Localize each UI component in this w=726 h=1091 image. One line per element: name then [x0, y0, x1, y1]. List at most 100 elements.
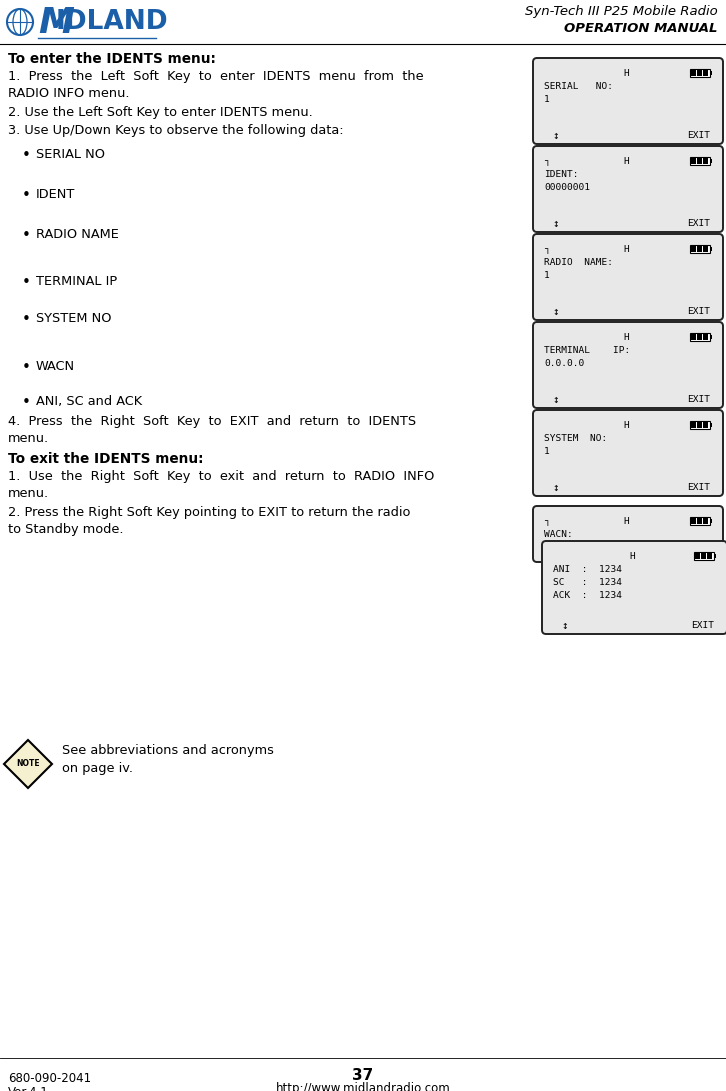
FancyBboxPatch shape — [714, 554, 716, 558]
FancyBboxPatch shape — [690, 245, 710, 253]
FancyBboxPatch shape — [533, 322, 723, 408]
Text: IDENT:: IDENT: — [544, 170, 579, 179]
FancyBboxPatch shape — [691, 422, 696, 428]
Polygon shape — [4, 740, 52, 788]
Text: EXIT: EXIT — [687, 307, 710, 316]
FancyBboxPatch shape — [533, 233, 723, 320]
FancyBboxPatch shape — [703, 245, 708, 252]
Text: EXIT: EXIT — [687, 219, 710, 228]
Text: 37: 37 — [352, 1068, 374, 1083]
FancyBboxPatch shape — [710, 159, 712, 163]
Text: 00000001: 00000001 — [544, 183, 590, 192]
FancyBboxPatch shape — [697, 422, 702, 428]
Text: ↕: ↕ — [552, 131, 559, 141]
FancyBboxPatch shape — [703, 70, 708, 76]
FancyBboxPatch shape — [710, 423, 712, 427]
FancyBboxPatch shape — [690, 421, 710, 429]
Text: RADIO  NAME:: RADIO NAME: — [544, 257, 613, 267]
FancyBboxPatch shape — [690, 69, 710, 77]
FancyBboxPatch shape — [533, 146, 723, 232]
Text: SC   :  1234: SC : 1234 — [553, 578, 622, 587]
FancyBboxPatch shape — [710, 519, 712, 523]
Text: WACN:: WACN: — [544, 530, 573, 539]
Text: H: H — [623, 69, 629, 77]
Text: H: H — [629, 552, 635, 561]
Text: •: • — [22, 148, 31, 163]
Text: SERIAL NO: SERIAL NO — [36, 148, 105, 161]
Text: 1: 1 — [544, 447, 550, 456]
FancyBboxPatch shape — [695, 553, 700, 559]
FancyBboxPatch shape — [710, 71, 712, 75]
FancyBboxPatch shape — [703, 518, 708, 524]
Text: •: • — [22, 275, 31, 290]
FancyBboxPatch shape — [691, 158, 696, 164]
Text: 0.0.0.0: 0.0.0.0 — [544, 359, 584, 368]
Text: SYSTEM  NO:: SYSTEM NO: — [544, 434, 607, 443]
Text: H: H — [623, 421, 629, 430]
FancyBboxPatch shape — [697, 70, 702, 76]
FancyBboxPatch shape — [533, 506, 723, 562]
FancyBboxPatch shape — [697, 334, 702, 340]
Text: •: • — [22, 395, 31, 410]
Text: 680-090-2041: 680-090-2041 — [8, 1072, 91, 1086]
Text: See abbreviations and acronyms
on page iv.: See abbreviations and acronyms on page i… — [62, 744, 274, 775]
Text: TERMINAL IP: TERMINAL IP — [36, 275, 118, 288]
Text: ↕: ↕ — [552, 219, 559, 229]
Text: ANI  :  1234: ANI : 1234 — [553, 565, 622, 574]
Text: M: M — [38, 5, 74, 40]
Text: ┐: ┐ — [544, 157, 550, 166]
Text: 1.  Use  the  Right  Soft  Key  to  exit  and  return  to  RADIO  INFO
menu.: 1. Use the Right Soft Key to exit and re… — [8, 470, 434, 500]
FancyBboxPatch shape — [691, 334, 696, 340]
Text: H: H — [623, 333, 629, 341]
Text: ↕: ↕ — [552, 307, 559, 317]
FancyBboxPatch shape — [710, 247, 712, 251]
FancyBboxPatch shape — [710, 335, 712, 339]
Text: 1.  Press  the  Left  Soft  Key  to  enter  IDENTS  menu  from  the
RADIO INFO m: 1. Press the Left Soft Key to enter IDEN… — [8, 70, 424, 100]
FancyBboxPatch shape — [697, 245, 702, 252]
FancyBboxPatch shape — [533, 410, 723, 496]
FancyBboxPatch shape — [703, 158, 708, 164]
Text: EXIT: EXIT — [691, 621, 714, 630]
Text: WACN: WACN — [36, 360, 75, 373]
FancyBboxPatch shape — [690, 157, 710, 165]
FancyBboxPatch shape — [690, 517, 710, 525]
Text: 2. Press the Right Soft Key pointing to EXIT to return the radio
to Standby mode: 2. Press the Right Soft Key pointing to … — [8, 506, 410, 536]
FancyBboxPatch shape — [707, 553, 712, 559]
Text: Ver.4.1: Ver.4.1 — [8, 1086, 49, 1091]
Text: To enter the IDENTS menu:: To enter the IDENTS menu: — [8, 52, 216, 65]
FancyBboxPatch shape — [694, 552, 714, 560]
FancyBboxPatch shape — [542, 541, 726, 634]
Text: NOTE: NOTE — [16, 759, 40, 768]
Text: •: • — [22, 360, 31, 375]
FancyBboxPatch shape — [703, 422, 708, 428]
Text: Syn-Tech III P25 Mobile Radio: Syn-Tech III P25 Mobile Radio — [525, 5, 718, 17]
Text: EXIT: EXIT — [687, 131, 710, 140]
Text: http://www.midlandradio.com: http://www.midlandradio.com — [276, 1082, 450, 1091]
Text: To exit the IDENTS menu:: To exit the IDENTS menu: — [8, 452, 203, 466]
FancyBboxPatch shape — [703, 334, 708, 340]
Text: H: H — [623, 157, 629, 166]
FancyBboxPatch shape — [697, 518, 702, 524]
Text: SERIAL   NO:: SERIAL NO: — [544, 82, 613, 91]
Text: •: • — [22, 188, 31, 203]
Text: IDLAND: IDLAND — [56, 9, 168, 35]
FancyBboxPatch shape — [690, 333, 710, 341]
FancyBboxPatch shape — [691, 518, 696, 524]
Text: 1: 1 — [544, 271, 550, 280]
Text: SYSTEM NO: SYSTEM NO — [36, 312, 112, 325]
Text: OPERATION MANUAL: OPERATION MANUAL — [565, 22, 718, 35]
FancyBboxPatch shape — [697, 158, 702, 164]
Text: ┐: ┐ — [544, 517, 550, 526]
FancyBboxPatch shape — [533, 58, 723, 144]
FancyBboxPatch shape — [691, 245, 696, 252]
Text: 3. Use Up/Down Keys to observe the following data:: 3. Use Up/Down Keys to observe the follo… — [8, 124, 343, 137]
Text: 1: 1 — [544, 95, 550, 104]
Text: •: • — [22, 228, 31, 243]
Text: ANI, SC and ACK: ANI, SC and ACK — [36, 395, 142, 408]
FancyBboxPatch shape — [691, 70, 696, 76]
Text: TERMINAL    IP:: TERMINAL IP: — [544, 346, 630, 355]
Text: IDENT: IDENT — [36, 188, 76, 201]
Text: ↕: ↕ — [552, 483, 559, 493]
Text: H: H — [623, 245, 629, 254]
Text: 4.  Press  the  Right  Soft  Key  to  EXIT  and  return  to  IDENTS
menu.: 4. Press the Right Soft Key to EXIT and … — [8, 415, 416, 445]
